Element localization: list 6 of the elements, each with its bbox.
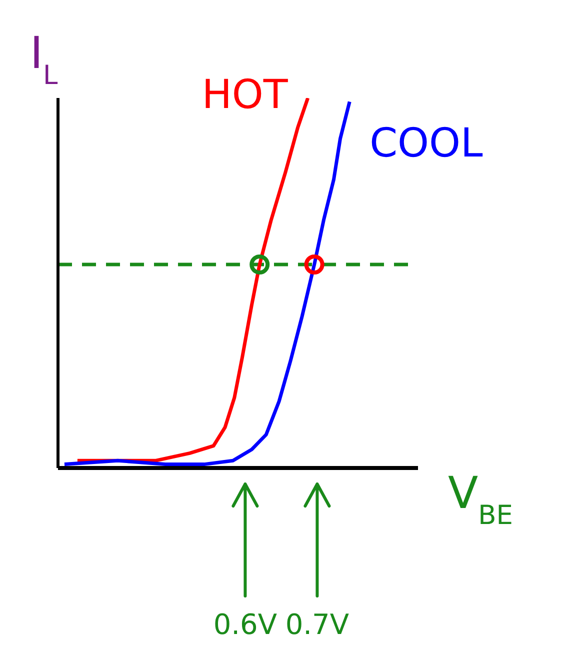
x-tick-label: 0.7V	[285, 608, 350, 641]
x-tick-label: 0.6V	[213, 608, 278, 641]
x-axis-title: V$_{BE}$	[448, 468, 513, 530]
y-axis-title: I$_{L}$	[30, 28, 58, 90]
series-label: HOT	[202, 72, 288, 118]
series-label: COOL	[370, 120, 484, 167]
